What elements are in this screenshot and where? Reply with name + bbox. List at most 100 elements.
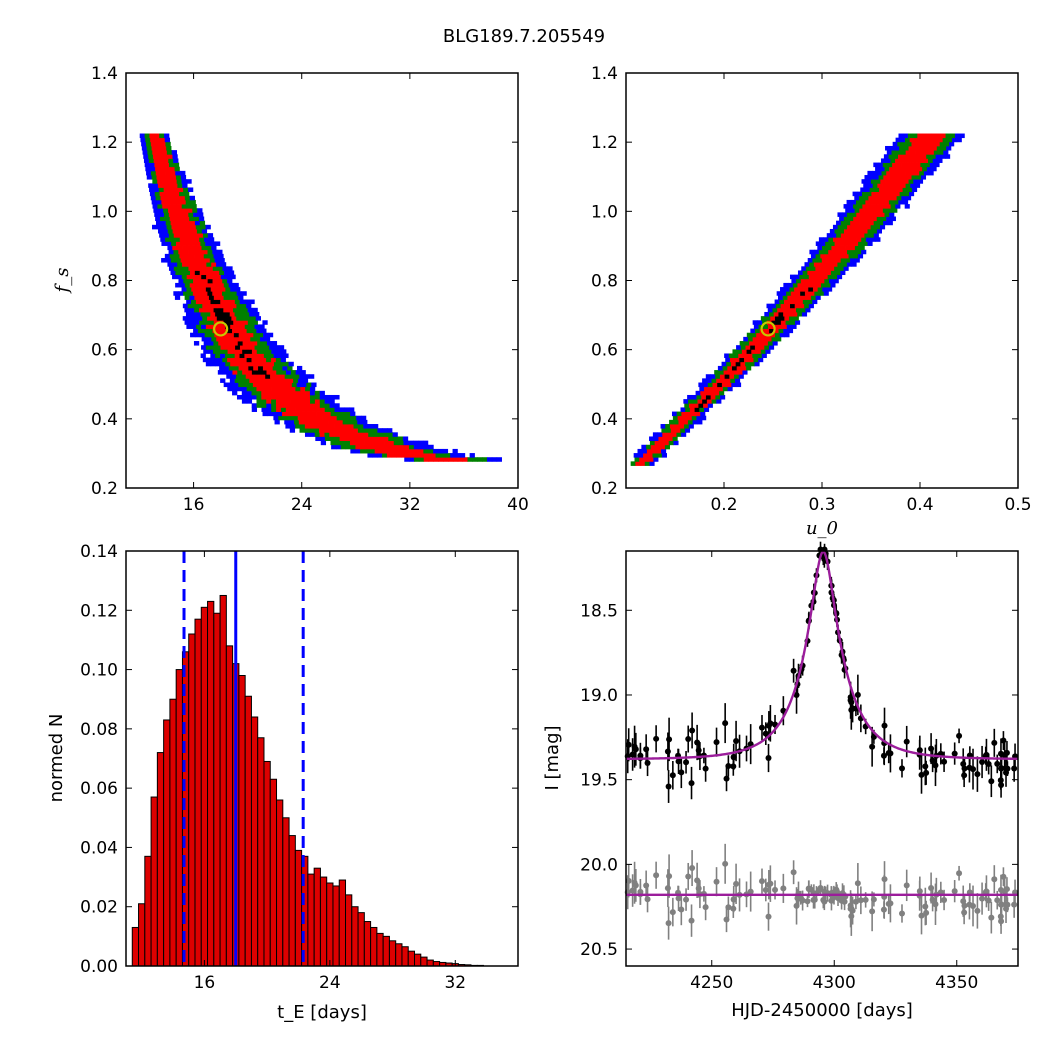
p2-cell bbox=[922, 133, 928, 139]
p2-cell bbox=[913, 158, 919, 163]
p1-cell bbox=[167, 228, 174, 234]
p1-cell bbox=[230, 361, 236, 367]
p2-cell bbox=[947, 137, 953, 143]
p3-bar bbox=[156, 752, 165, 967]
p2-cell bbox=[909, 191, 915, 197]
p2-cell bbox=[845, 245, 851, 251]
p1-cell bbox=[172, 208, 179, 213]
p1-cell bbox=[271, 341, 278, 346]
p1-cell bbox=[342, 419, 348, 425]
p1-cell bbox=[249, 353, 255, 359]
p4-data-point bbox=[722, 720, 729, 727]
p1-cell bbox=[373, 436, 379, 442]
p1-cell bbox=[152, 224, 158, 230]
p2-cell bbox=[907, 154, 913, 159]
p4-resid-point bbox=[790, 869, 797, 876]
p2-cell bbox=[789, 287, 795, 292]
p2-cell bbox=[700, 390, 706, 396]
p1-cell bbox=[238, 382, 244, 388]
p1-cell bbox=[233, 295, 239, 300]
p1-cell bbox=[194, 216, 200, 222]
p3-bar bbox=[382, 935, 390, 967]
p2-cell bbox=[776, 291, 782, 296]
p2-cell bbox=[699, 386, 705, 392]
p1-cell bbox=[384, 444, 390, 450]
p2-cell bbox=[825, 253, 831, 259]
p1-ytick-label: 1.2 bbox=[91, 133, 118, 153]
p2-cell bbox=[664, 444, 670, 450]
p4-data-point bbox=[848, 699, 855, 706]
p4-resid-point bbox=[689, 865, 696, 872]
p1-cell bbox=[225, 299, 231, 305]
p2-cell bbox=[847, 249, 853, 255]
p1-cell bbox=[208, 253, 214, 259]
p2-cell bbox=[848, 253, 854, 259]
p1-cell bbox=[226, 291, 233, 296]
p1-cell bbox=[221, 303, 228, 309]
p1-cell bbox=[244, 324, 251, 329]
p1-cell bbox=[260, 374, 266, 379]
p1-cell bbox=[248, 365, 254, 371]
p1-cell bbox=[201, 228, 208, 234]
p2-cell bbox=[646, 448, 653, 454]
p2-cell bbox=[646, 444, 652, 450]
p2-cell bbox=[890, 170, 897, 176]
p2-cell bbox=[892, 162, 898, 168]
p1-cell bbox=[226, 303, 232, 309]
p2-cell bbox=[857, 253, 864, 259]
p1-cell bbox=[194, 220, 201, 226]
p1-cell bbox=[152, 150, 158, 155]
p2-cell bbox=[903, 199, 909, 205]
p1-cell bbox=[224, 311, 231, 317]
p2-cell bbox=[914, 137, 920, 143]
p2-cell bbox=[923, 137, 929, 143]
p3-ytick-label: 0.10 bbox=[80, 661, 118, 681]
p1-cell bbox=[246, 399, 253, 404]
p2-cell bbox=[843, 253, 849, 259]
p1-cell bbox=[364, 448, 371, 454]
p1-cell bbox=[252, 341, 258, 346]
p2-cell bbox=[850, 258, 856, 263]
p1-cell bbox=[178, 291, 184, 296]
p1-cell bbox=[228, 282, 234, 288]
p4-data-point bbox=[666, 736, 673, 743]
p1-cell bbox=[276, 407, 282, 412]
p2-cell bbox=[681, 411, 687, 417]
p1-cell bbox=[190, 224, 197, 230]
p4-resid-point bbox=[1003, 886, 1010, 893]
p1-cell bbox=[228, 307, 234, 313]
p1-cell bbox=[236, 328, 243, 334]
p1-cell bbox=[164, 137, 171, 143]
p1-cell bbox=[232, 370, 238, 375]
p3-bar bbox=[357, 912, 365, 967]
p1-cell bbox=[200, 324, 207, 329]
p1-cell bbox=[285, 399, 291, 404]
p2-cell bbox=[671, 432, 677, 437]
p2-cell bbox=[922, 145, 928, 151]
p1-cell bbox=[187, 228, 193, 234]
p1-cell bbox=[223, 382, 229, 388]
p1-cell bbox=[271, 349, 277, 354]
p1-cell bbox=[232, 349, 238, 354]
p1-cell bbox=[333, 428, 339, 433]
p1-cell bbox=[325, 411, 332, 417]
p2-cell bbox=[805, 278, 811, 284]
p1-cell bbox=[326, 415, 333, 421]
p1-cell bbox=[224, 353, 231, 359]
p4-resid-point bbox=[637, 888, 644, 895]
p1-cell bbox=[192, 316, 198, 321]
p1-cell bbox=[230, 336, 237, 342]
p1-cell bbox=[196, 245, 202, 251]
p1-cell bbox=[295, 370, 301, 375]
p1-cell bbox=[365, 444, 371, 450]
p1-cell bbox=[433, 457, 439, 462]
p1-cell bbox=[402, 436, 409, 442]
p1-cell bbox=[295, 394, 301, 400]
p1-cell bbox=[324, 424, 330, 429]
p3-bar bbox=[388, 940, 397, 967]
p1-cell bbox=[150, 137, 156, 143]
p1-cell bbox=[320, 440, 327, 446]
p2-cell bbox=[758, 341, 764, 346]
p4-data-point bbox=[923, 769, 930, 776]
p1-cell bbox=[450, 453, 456, 458]
